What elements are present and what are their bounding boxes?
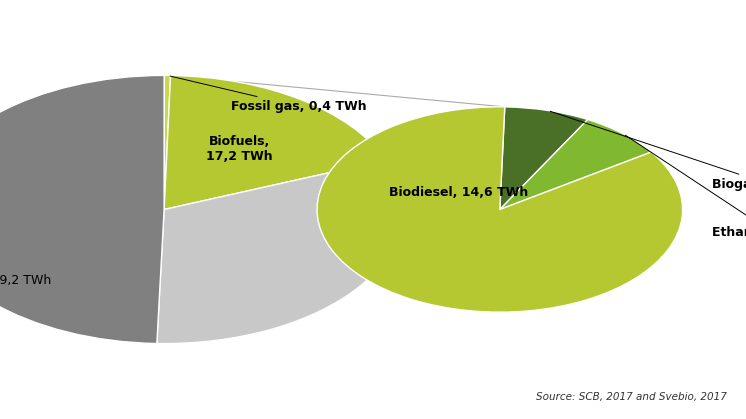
Text: Source: SCB, 2017 and Svebio, 2017: Source: SCB, 2017 and Svebio, 2017 xyxy=(536,392,727,402)
Wedge shape xyxy=(500,119,651,210)
Wedge shape xyxy=(0,75,164,344)
Wedge shape xyxy=(164,75,171,210)
Wedge shape xyxy=(157,160,403,344)
Wedge shape xyxy=(500,107,588,210)
Text: Biofuels,
17,2 TWh: Biofuels, 17,2 TWh xyxy=(206,135,272,163)
Text: Biogas, 1,3 TWh: Biogas, 1,3 TWh xyxy=(551,111,746,191)
Text: Fossil gas, 0,4 TWh: Fossil gas, 0,4 TWh xyxy=(170,76,367,113)
Wedge shape xyxy=(164,75,386,210)
Text: Petrol, 29,2 TWh: Petrol, 29,2 TWh xyxy=(0,274,51,287)
Text: Biodiesel, 14,6 TWh: Biodiesel, 14,6 TWh xyxy=(389,186,528,199)
Wedge shape xyxy=(317,107,683,312)
Text: Ethanol, 1,3 TWh: Ethanol, 1,3 TWh xyxy=(625,135,746,239)
